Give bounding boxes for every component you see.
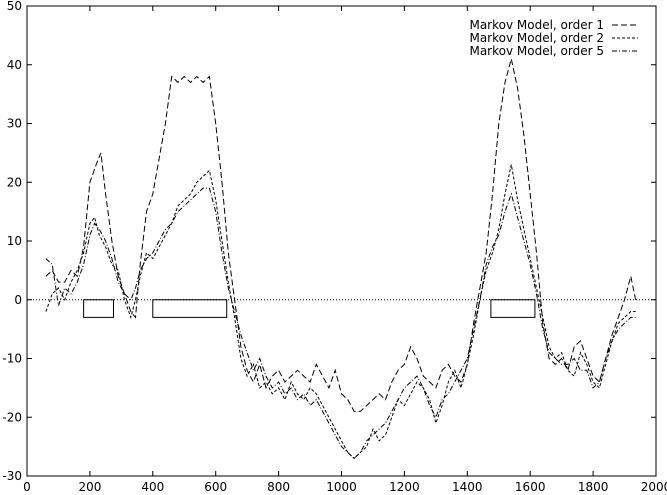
y-tick-label: -10 xyxy=(2,352,22,366)
plot-frame xyxy=(26,5,657,477)
x-tick-label: 600 xyxy=(204,480,227,494)
x-tick-label: 800 xyxy=(267,480,290,494)
x-tick-label: 0 xyxy=(23,480,31,494)
y-tick-label: 40 xyxy=(7,58,22,72)
series-line-order-2 xyxy=(45,164,636,460)
x-tick-label: 1000 xyxy=(326,480,357,494)
x-axis: 0 200 400 600 800 1000 1200 1400 1600 1800 2000 xyxy=(23,6,667,494)
region-box xyxy=(490,299,536,318)
y-axis: -30 -20 -10 0 10 20 30 40 50 xyxy=(2,0,656,483)
x-tick-label: 1800 xyxy=(578,480,609,494)
y-tick-label: 20 xyxy=(7,175,22,189)
series-line-order-5 xyxy=(45,187,636,460)
region-boxes xyxy=(83,299,536,318)
y-tick-label: 10 xyxy=(7,234,22,248)
x-tick-label: 1200 xyxy=(389,480,420,494)
y-tick-label: 0 xyxy=(14,293,22,307)
y-tick-label: 50 xyxy=(7,0,22,13)
x-tick-label: 400 xyxy=(141,480,164,494)
x-tick-label: 1400 xyxy=(452,480,483,494)
x-tick-label: 200 xyxy=(78,480,101,494)
series-lines xyxy=(45,58,637,460)
x-tick-label: 1600 xyxy=(515,480,546,494)
region-box xyxy=(152,299,228,318)
x-tick-label: 2000 xyxy=(641,480,667,494)
legend-label: Markov Model, order 1 xyxy=(469,18,604,32)
series-line-order-1 xyxy=(45,58,637,412)
y-tick-label: -20 xyxy=(2,410,22,424)
y-tick-label: -30 xyxy=(2,469,22,483)
y-tick-label: 30 xyxy=(7,117,22,131)
region-box xyxy=(83,299,114,318)
legend-label: Markov Model, order 2 xyxy=(469,31,604,45)
legend-label: Markov Model, order 5 xyxy=(469,44,604,58)
